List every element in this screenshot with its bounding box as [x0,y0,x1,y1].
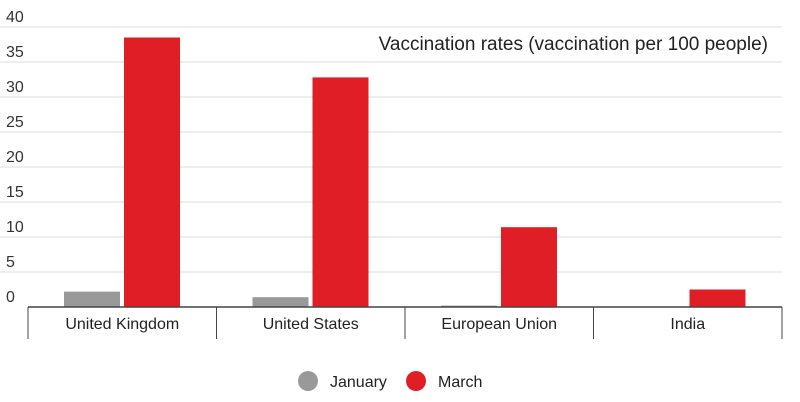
y-tick-label: 15 [6,184,24,201]
y-tick-label: 20 [6,149,24,166]
bar-march [312,77,369,308]
gridlines [0,26,782,273]
bar-march [501,227,557,307]
x-category-label: United States [263,316,359,333]
legend-label: January [330,374,387,391]
bars [64,37,746,308]
legend-swatch-january [298,371,318,391]
y-tick-label: 0 [6,289,15,306]
x-axis: United Kingdom United States European Unio… [27,306,783,339]
y-tick-label: 35 [6,44,24,61]
x-category-label: European Union [441,316,557,333]
y-tick-label: 30 [6,79,24,96]
legend-swatch-march [406,371,426,391]
bar-january [64,291,120,307]
bar-march [689,289,746,307]
x-category-label: United Kingdom [65,316,179,333]
y-axis-ticks: 0 5 10 15 20 25 30 35 40 [6,9,24,306]
chart-title: Vaccination rates (vaccination per 100 p… [379,34,768,55]
x-category-label: India [670,316,705,333]
legend: January March [298,371,482,391]
y-tick-label: 10 [6,219,24,236]
bar-march [124,37,180,307]
y-tick-label: 40 [6,9,24,26]
y-tick-label: 5 [6,254,15,271]
bar-january [252,297,309,307]
legend-label: March [438,374,482,391]
y-tick-label: 25 [6,114,24,131]
